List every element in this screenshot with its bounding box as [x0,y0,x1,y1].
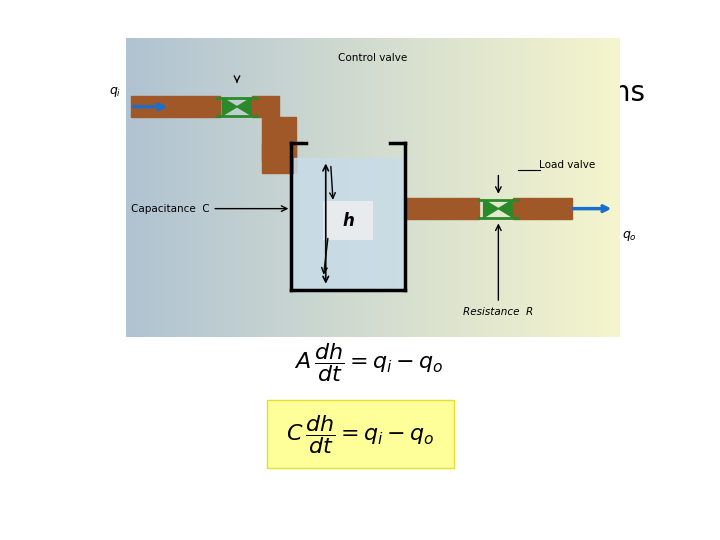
Bar [513,198,572,219]
Text: Capacitance of Liquid-Level Systems: Capacitance of Liquid-Level Systems [135,79,644,107]
Bar [261,143,296,161]
Text: $q_o$: $q_o$ [621,228,636,242]
Polygon shape [222,98,237,116]
Text: $q_i$: $q_i$ [109,85,121,99]
Bar [131,96,220,117]
Text: Load valve: Load valve [539,160,595,170]
Text: Control valve: Control valve [338,53,408,63]
Bar [252,96,279,117]
Polygon shape [498,200,513,218]
Bar [405,198,479,219]
Text: h: h [342,212,354,230]
Polygon shape [237,98,252,116]
FancyBboxPatch shape [323,201,373,240]
Text: $A\,\dfrac{dh}{dt} = q_i - q_o$: $A\,\dfrac{dh}{dt} = q_i - q_o$ [294,341,444,383]
Polygon shape [484,200,498,218]
Bar [261,117,296,173]
Text: $C\,\dfrac{dh}{dt} = q_i - q_o$: $C\,\dfrac{dh}{dt} = q_i - q_o$ [287,413,435,456]
FancyBboxPatch shape [267,400,454,468]
Text: Capacitance  C: Capacitance C [131,204,210,214]
Bar [294,158,402,288]
Text: Resistance  R: Resistance R [463,307,534,316]
